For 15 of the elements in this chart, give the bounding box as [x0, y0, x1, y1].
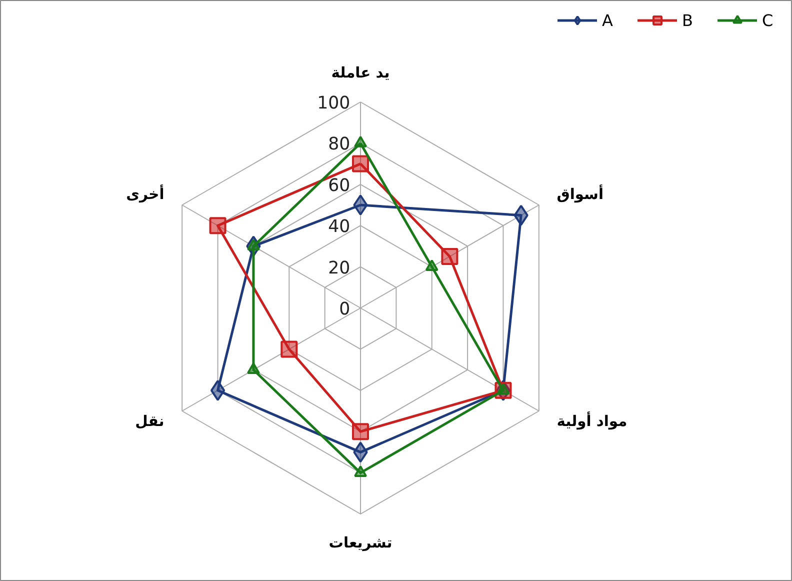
y-tick-label: 20 — [328, 258, 350, 278]
y-tick-label: 60 — [328, 176, 350, 196]
y-tick-label: 80 — [328, 134, 350, 155]
spoke-label: أخرى — [126, 184, 164, 204]
y-tick-label: 40 — [328, 217, 350, 238]
y-tick-label: 100 — [317, 94, 350, 114]
spoke-label: أسواق — [556, 184, 604, 204]
legend-label: C — [762, 10, 774, 30]
y-tick-label: 0 — [339, 300, 350, 320]
spoke-label: يد عاملة — [331, 64, 390, 82]
spoke-label: تشريعات — [328, 534, 392, 552]
spoke-label: نقل — [135, 412, 164, 430]
spoke-label: مواد أولية — [556, 410, 628, 430]
legend-label: A — [602, 10, 614, 30]
legend-label: B — [682, 10, 694, 30]
